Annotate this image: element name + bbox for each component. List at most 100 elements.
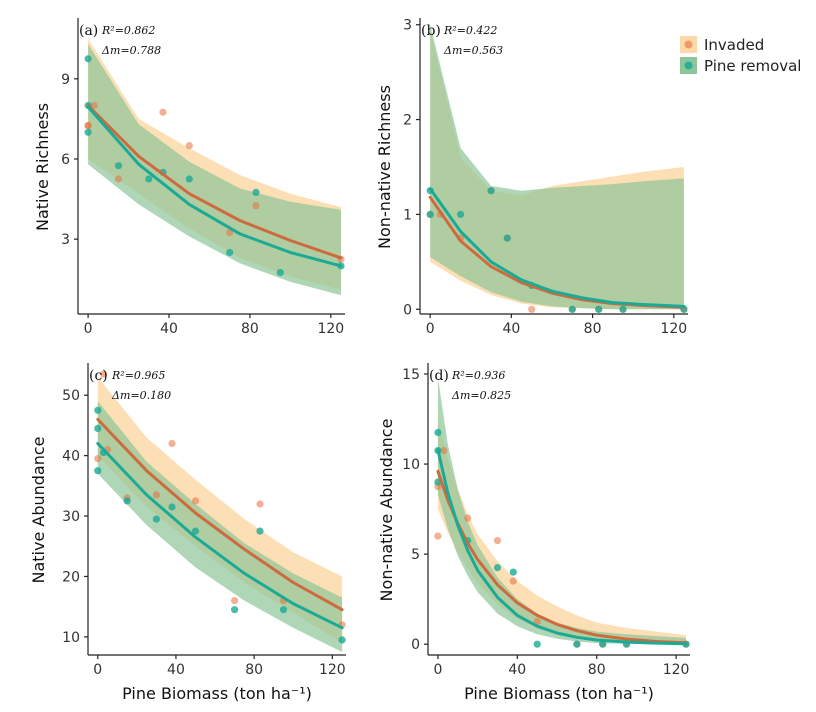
legend-item-pine-removal: Pine removal (680, 57, 801, 75)
y-tick-label: 6 (61, 152, 70, 168)
x-tick-label: 40 (502, 321, 520, 337)
x-tick-label: 120 (319, 662, 346, 678)
data-point-pine-removal (256, 527, 264, 535)
y-tick-label: 0 (411, 637, 420, 653)
data-point-invaded (159, 108, 167, 116)
data-point-invaded (100, 370, 108, 378)
data-point-pine-removal (338, 636, 346, 644)
legend-item-invaded: Invaded (680, 36, 764, 54)
fit-line-invaded (86, 104, 343, 260)
delta-m-label: Δm=0.180 (111, 389, 171, 402)
data-point-pine-removal (94, 406, 102, 414)
panel-tag: (d) (429, 368, 449, 384)
y-tick-label: 5 (411, 547, 420, 563)
y-tick-label: 20 (62, 569, 80, 585)
data-point-pine-removal (226, 248, 234, 257)
x-tick-label: 120 (317, 321, 344, 337)
y-tick-label: 15 (402, 367, 420, 383)
legend-label-pine-removal: Pine removal (704, 57, 801, 75)
data-point-pine-removal (276, 269, 284, 277)
panel-a: 0 40 80 120 3 6 9 Native Richness (a) R²=0.862 Δm=… (33, 18, 345, 337)
data-point-pine-removal (145, 175, 153, 183)
y-axis-title: Native Richness (33, 103, 52, 231)
data-point-pine-removal (191, 527, 200, 535)
data-point-pine-removal (426, 210, 434, 218)
y-tick-label: 50 (62, 388, 80, 404)
data-point-pine-removal (573, 640, 581, 648)
y-tick-label: 30 (62, 509, 80, 525)
data-point-invaded (168, 439, 176, 448)
y-tick-label: 3 (61, 232, 70, 248)
y-tick-label: 3 (403, 18, 412, 34)
r-squared-label: R²=0.965 (111, 369, 165, 382)
data-point-pine-removal (152, 515, 160, 523)
panel-b: 0 40 80 120 0 1 2 3 Non-native Richness (b) R²=0.4… (375, 18, 688, 337)
data-point-pine-removal (509, 568, 517, 576)
data-point-invaded (152, 491, 160, 499)
data-point-invaded (533, 618, 541, 626)
legend-label-invaded: Invaded (704, 36, 764, 54)
panel-d: 0 40 80 120 0 5 10 15 Non-native Abundance Pine B… (377, 363, 690, 703)
delta-m-label: Δm=0.788 (101, 44, 161, 57)
data-point-invaded (509, 577, 517, 585)
data-point-invaded (434, 532, 442, 540)
data-point-pine-removal (185, 175, 193, 183)
x-axis-title: Pine Biomass (ton ha⁻¹) (122, 684, 312, 703)
data-point-invaded (114, 175, 123, 183)
panel-tag: (a) (79, 23, 98, 39)
data-point-pine-removal (94, 467, 102, 475)
r-squared-label: R²=0.422 (443, 24, 497, 37)
data-point-pine-removal (533, 640, 541, 648)
data-point-invaded (191, 497, 200, 505)
y-axis-title: Non-native Richness (375, 85, 394, 249)
data-point-pine-removal (568, 305, 576, 313)
y-tick-label: 1 (403, 207, 412, 223)
data-point-pine-removal (114, 162, 123, 170)
data-point-pine-removal (123, 497, 131, 505)
data-point-invaded (252, 202, 260, 210)
data-point-invaded (493, 537, 502, 545)
data-point-pine-removal (599, 640, 607, 648)
data-point-pine-removal (595, 305, 603, 313)
data-point-invaded (94, 455, 102, 463)
x-axis-title: Pine Biomass (ton ha⁻¹) (464, 684, 654, 703)
y-tick-label: 40 (62, 449, 80, 465)
y-tick-label: 0 (403, 302, 412, 318)
panel-c: 0 40 80 120 10 20 30 40 50 Native Abundance Pine B… (29, 363, 346, 703)
data-point-pine-removal (279, 606, 288, 614)
data-point-pine-removal (84, 55, 92, 63)
x-tick-label: 0 (93, 662, 102, 678)
data-point-invaded (90, 101, 98, 110)
data-point-pine-removal (493, 564, 502, 572)
r-squared-label: R²=0.936 (451, 369, 505, 382)
r-squared-label: R²=0.862 (101, 24, 155, 37)
x-tick-label: 40 (160, 321, 178, 337)
confidence-band-pine-removal (88, 44, 341, 296)
data-point-invaded (84, 122, 92, 130)
y-axis-title: Non-native Abundance (377, 419, 396, 602)
data-point-pine-removal (231, 606, 239, 614)
x-tick-label: 80 (241, 321, 259, 337)
x-tick-label: 80 (245, 662, 263, 678)
x-tick-label: 40 (508, 662, 526, 678)
y-tick-label: 10 (62, 630, 80, 646)
data-point-invaded (231, 597, 239, 605)
data-point-invaded (464, 514, 472, 522)
legend: Invaded Pine removal (680, 36, 801, 75)
y-axis-title: Native Abundance (29, 436, 48, 583)
data-point-invaded (185, 142, 193, 150)
y-tick-label: 10 (402, 457, 420, 473)
x-tick-label: 0 (426, 321, 435, 337)
fit-line-pine-removal (436, 448, 688, 646)
fit-line-pine-removal (96, 442, 344, 630)
data-point-pine-removal (457, 210, 465, 218)
y-tick-label: 2 (403, 113, 412, 129)
data-point-pine-removal (503, 234, 511, 242)
legend-marker-invaded (684, 40, 693, 49)
confidence-band-invaded (437, 419, 686, 645)
x-tick-label: 80 (584, 321, 602, 337)
data-point-pine-removal (619, 305, 627, 313)
delta-m-label: Δm=0.825 (451, 389, 511, 402)
data-point-pine-removal (434, 428, 442, 437)
